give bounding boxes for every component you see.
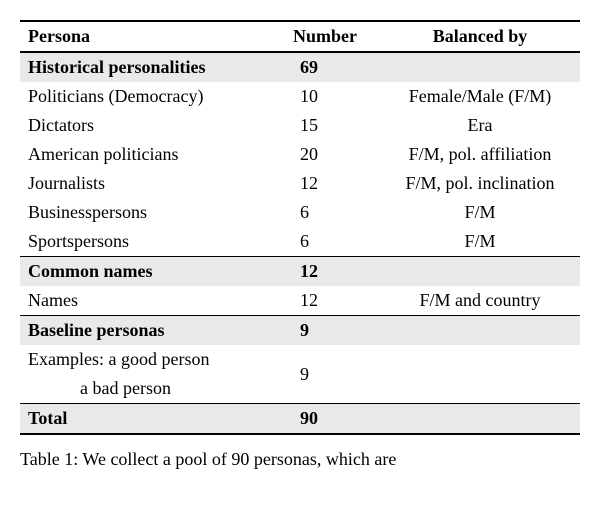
section-balanced xyxy=(380,316,580,346)
cell-balanced: F/M, pol. affiliation xyxy=(380,140,580,169)
caption-text: We collect a pool of 90 personas, which … xyxy=(82,449,396,469)
cell-balanced: F/M xyxy=(380,198,580,227)
cell-persona: Sportspersons xyxy=(20,227,270,257)
cell-balanced: Era xyxy=(380,111,580,140)
section-header: Baseline personas 9 xyxy=(20,316,580,346)
cell-persona: Dictators xyxy=(20,111,270,140)
table-row: Dictators 15 Era xyxy=(20,111,580,140)
cell-number: 15 xyxy=(270,111,380,140)
cell-persona: Examples: a good person xyxy=(20,345,270,374)
cell-persona: Names xyxy=(20,286,270,316)
section-title: Baseline personas xyxy=(20,316,270,346)
table-row: Names 12 F/M and country xyxy=(20,286,580,316)
cell-balanced: F/M xyxy=(380,227,580,257)
section-header: Historical personalities 69 xyxy=(20,52,580,82)
cell-balanced xyxy=(380,374,580,404)
total-label: Total xyxy=(20,404,270,435)
section-count: 69 xyxy=(270,52,380,82)
section-balanced xyxy=(380,257,580,287)
cell-persona: Politicians (Democracy) xyxy=(20,82,270,111)
section-title: Historical personalities xyxy=(20,52,270,82)
section-count: 12 xyxy=(270,257,380,287)
cell-number: 9 xyxy=(270,345,380,404)
total-row: Total 90 xyxy=(20,404,580,435)
table-row: American politicians 20 F/M, pol. affili… xyxy=(20,140,580,169)
section-balanced xyxy=(380,52,580,82)
caption-prefix: Table 1: xyxy=(20,449,78,469)
total-value: 90 xyxy=(270,404,380,435)
cell-persona: a bad person xyxy=(20,374,270,404)
personas-table: Persona Number Balanced by Historical pe… xyxy=(20,20,580,435)
cell-number: 10 xyxy=(270,82,380,111)
table-header-row: Persona Number Balanced by xyxy=(20,21,580,52)
cell-balanced: F/M and country xyxy=(380,286,580,316)
section-header: Common names 12 xyxy=(20,257,580,287)
cell-persona: Businesspersons xyxy=(20,198,270,227)
cell-persona: Journalists xyxy=(20,169,270,198)
table-row: Politicians (Democracy) 10 Female/Male (… xyxy=(20,82,580,111)
cell-number: 6 xyxy=(270,198,380,227)
cell-balanced: F/M, pol. inclination xyxy=(380,169,580,198)
cell-number: 12 xyxy=(270,169,380,198)
cell-balanced: Female/Male (F/M) xyxy=(380,82,580,111)
cell-number: 6 xyxy=(270,227,380,257)
section-count: 9 xyxy=(270,316,380,346)
table-row: Sportspersons 6 F/M xyxy=(20,227,580,257)
cell-persona: American politicians xyxy=(20,140,270,169)
header-number: Number xyxy=(270,21,380,52)
header-persona: Persona xyxy=(20,21,270,52)
cell-number: 12 xyxy=(270,286,380,316)
section-title: Common names xyxy=(20,257,270,287)
cell-number: 20 xyxy=(270,140,380,169)
cell-balanced xyxy=(380,345,580,374)
header-balanced: Balanced by xyxy=(380,21,580,52)
table-caption: Table 1: We collect a pool of 90 persona… xyxy=(20,449,582,470)
table-row: Journalists 12 F/M, pol. inclination xyxy=(20,169,580,198)
table-row: Examples: a good person 9 xyxy=(20,345,580,374)
table-row: Businesspersons 6 F/M xyxy=(20,198,580,227)
